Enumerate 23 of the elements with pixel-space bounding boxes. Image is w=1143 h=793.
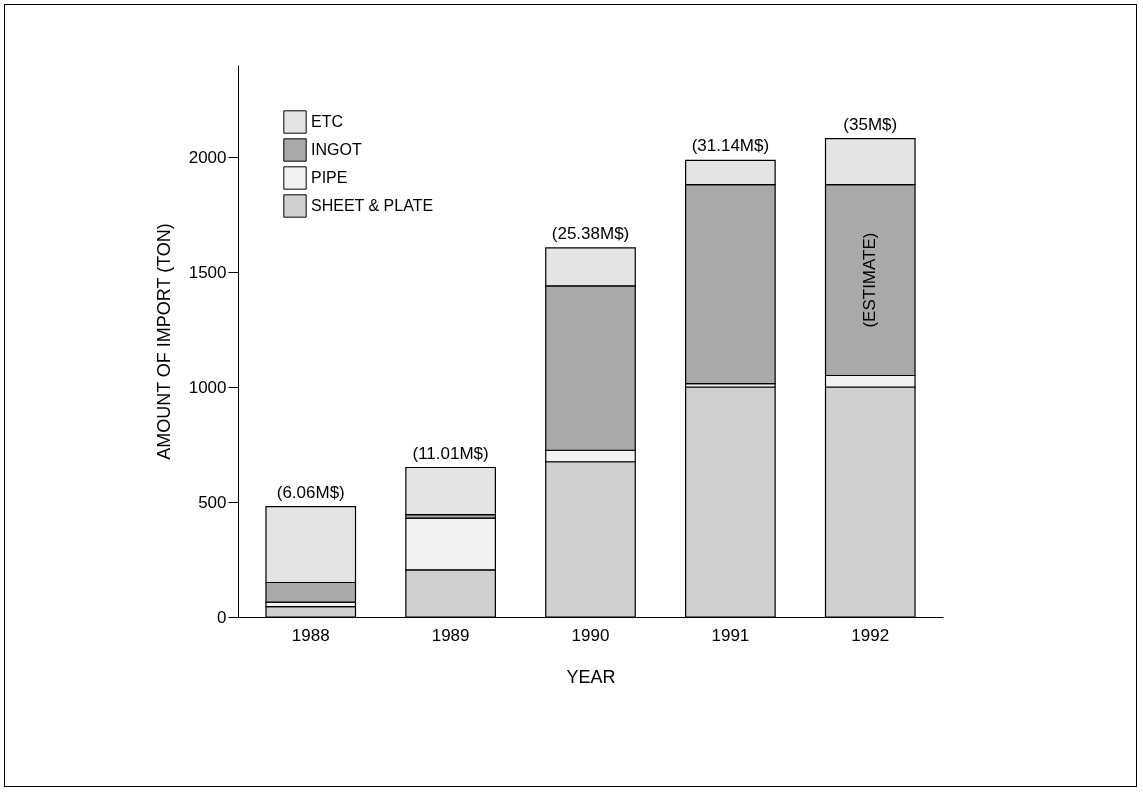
annotation: (25.38M$): [551, 223, 630, 243]
x-tick-label: 1992: [851, 625, 890, 645]
annotation: (6.06M$): [276, 482, 345, 502]
annotation: (11.01M$): [412, 443, 489, 463]
x-tick-label: 1991: [711, 625, 750, 645]
y-tick-label: 500: [198, 492, 227, 512]
annotation: (31.14M$): [691, 136, 770, 156]
y-tick-label: 0: [217, 607, 227, 627]
x-axis-title: YEAR: [566, 666, 616, 687]
legend-label: PIPE: [311, 169, 348, 186]
bar: [405, 466, 496, 516]
legend-label: INGOT: [311, 141, 362, 158]
annotation: (35M$): [843, 114, 898, 134]
x-tick-label: 1990: [571, 625, 610, 645]
y-tick-label: 1000: [188, 377, 227, 397]
legend-label: ETC: [311, 113, 343, 130]
y-axis-title: AMOUNT OF IMPORT (TON): [153, 223, 174, 460]
x-tick-label: 1988: [291, 625, 330, 645]
legend-label: SHEET & PLATE: [311, 197, 434, 214]
y-tick-label: 2000: [188, 147, 227, 167]
x-tick-label: 1989: [431, 625, 470, 645]
annotation: (ESTIMATE): [860, 232, 880, 328]
y-tick-label: 1500: [188, 262, 227, 282]
